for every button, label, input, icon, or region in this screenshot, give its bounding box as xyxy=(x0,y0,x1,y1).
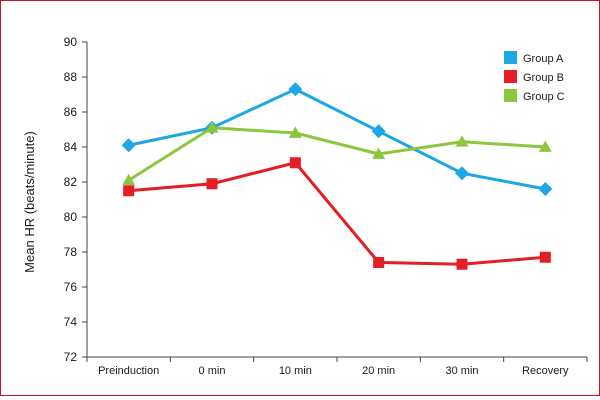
series-group-c xyxy=(122,121,552,186)
y-tick-label: 78 xyxy=(64,245,78,259)
y-tick-label: 86 xyxy=(64,105,78,119)
data-point xyxy=(289,157,301,169)
series-group-b xyxy=(123,157,551,270)
y-ticks: 72 74 76 78 80 82 84 86 88 90 xyxy=(64,35,87,364)
legend-label: Group C xyxy=(523,91,565,103)
y-tick-label: 88 xyxy=(64,70,78,84)
data-point xyxy=(455,166,469,181)
data-point xyxy=(122,173,136,186)
series-line xyxy=(128,161,546,266)
y-tick-label: 82 xyxy=(64,175,78,189)
legend: Group A Group B Group C xyxy=(504,51,565,103)
x-tick-label: Preinduction xyxy=(98,365,159,377)
data-point xyxy=(372,147,386,159)
x-tick-label: 30 min xyxy=(445,365,478,377)
data-point xyxy=(288,82,303,97)
series-line xyxy=(127,126,546,182)
legend-swatch xyxy=(504,89,517,102)
data-point xyxy=(539,251,551,263)
data-point xyxy=(373,257,385,268)
x-tick-label: 20 min xyxy=(362,365,395,377)
legend-label: Group B xyxy=(523,72,564,84)
x-ticks: Preinduction 0 min 10 min 20 min 30 min Recov… xyxy=(86,357,588,377)
legend-swatch xyxy=(504,51,517,64)
series-group xyxy=(121,82,553,270)
data-point xyxy=(121,138,136,153)
data-point xyxy=(205,121,219,133)
x-tick-label: 0 min xyxy=(199,365,226,377)
data-point xyxy=(538,182,553,196)
series-group-a xyxy=(121,82,553,196)
data-point xyxy=(123,185,135,197)
data-point xyxy=(206,178,218,190)
y-tick-label: 76 xyxy=(64,280,78,294)
x-tick-label: Recovery xyxy=(522,365,569,377)
data-point xyxy=(455,135,469,147)
legend-label: Group A xyxy=(523,53,564,65)
y-tick-label: 74 xyxy=(64,315,78,329)
x-tick-label: 10 min xyxy=(279,365,312,377)
data-point xyxy=(456,258,468,270)
y-axis-label: Mean HR (beats/minute) xyxy=(22,131,37,273)
data-point xyxy=(288,126,302,138)
legend-swatch xyxy=(504,70,517,83)
y-tick-label: 90 xyxy=(64,35,78,49)
data-point xyxy=(371,124,386,139)
data-point xyxy=(538,140,552,152)
series-line xyxy=(128,87,546,191)
y-tick-label: 80 xyxy=(64,210,78,224)
y-tick-label: 72 xyxy=(64,350,78,364)
y-tick-label: 84 xyxy=(64,140,78,154)
